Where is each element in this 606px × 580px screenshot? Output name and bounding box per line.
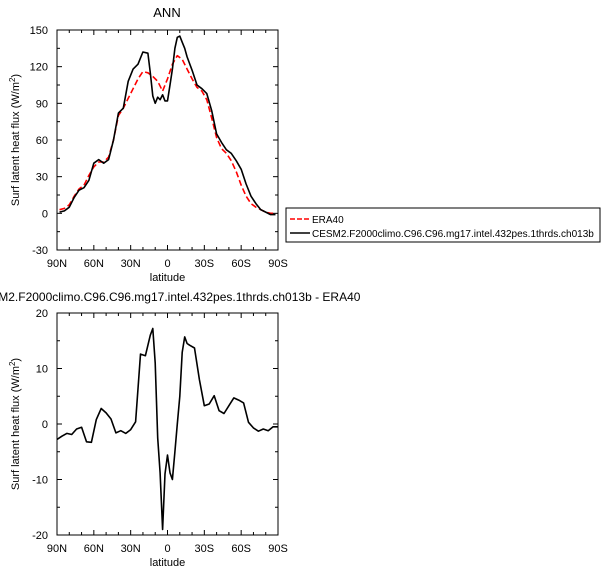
series-line-1: [59, 35, 276, 216]
y-tick-label: -10: [32, 475, 48, 487]
legend-box: [285, 207, 601, 243]
x-axis-label: latitude: [150, 557, 185, 569]
y-tick-label: -20: [32, 530, 48, 542]
series-line-0: [59, 54, 276, 215]
chart-title: CESM2.F2000climo.C96.C96.mg17.intel.432p…: [0, 290, 361, 304]
y-tick-label: 20: [36, 308, 48, 320]
y-tick-label: 10: [36, 364, 48, 376]
chart-panel-0: ANN -30 0 30 60 90 120 150 90N 60N 30N 0 30S 60S 90S la…: [30, 5, 288, 284]
y-tick-label: 0: [42, 208, 48, 220]
plot-frame: [56, 312, 279, 536]
x-tick-label: 90N: [47, 543, 67, 555]
x-tick-label: 0: [164, 543, 170, 555]
x-axis-label: latitude: [150, 272, 185, 284]
y-axis-label: Surf latent heat flux (W/m2): [8, 358, 22, 490]
y-tick-label: 30: [36, 172, 48, 184]
legend-label: ERA40: [312, 215, 344, 226]
x-tick-label: 30N: [121, 258, 141, 270]
x-tick-label: 0: [164, 258, 170, 270]
chart-title: ANN: [153, 5, 180, 20]
y-tick-label: -30: [32, 245, 48, 257]
y-tick-label: 0: [42, 419, 48, 431]
y-tick-label: 90: [36, 98, 48, 110]
y-tick-label: 150: [30, 25, 48, 37]
chart-panel-1: CESM2.F2000climo.C96.C96.mg17.intel.432p…: [0, 290, 361, 569]
x-tick-label: 90S: [268, 258, 288, 270]
x-tick-label: 30S: [195, 258, 215, 270]
x-tick-label: 30N: [121, 543, 141, 555]
x-tick-label: 30S: [195, 543, 215, 555]
plot-frame: [56, 29, 279, 251]
x-tick-label: 60S: [231, 543, 251, 555]
y-tick-label: 60: [36, 135, 48, 147]
x-tick-label: 60S: [231, 258, 251, 270]
legend-label: CESM2.F2000climo.C96.C96.mg17.intel.432p…: [312, 229, 594, 240]
y-tick-label: 120: [30, 62, 48, 74]
x-tick-label: 60N: [84, 258, 104, 270]
y-axis-label: Surf latent heat flux (W/m2): [8, 74, 22, 206]
legend: ERA40 CESM2.F2000climo.C96.C96.mg17.intel…: [285, 207, 601, 243]
x-tick-label: 60N: [84, 543, 104, 555]
series-line-0: [57, 327, 278, 531]
x-tick-label: 90S: [268, 543, 288, 555]
x-tick-label: 90N: [47, 258, 67, 270]
